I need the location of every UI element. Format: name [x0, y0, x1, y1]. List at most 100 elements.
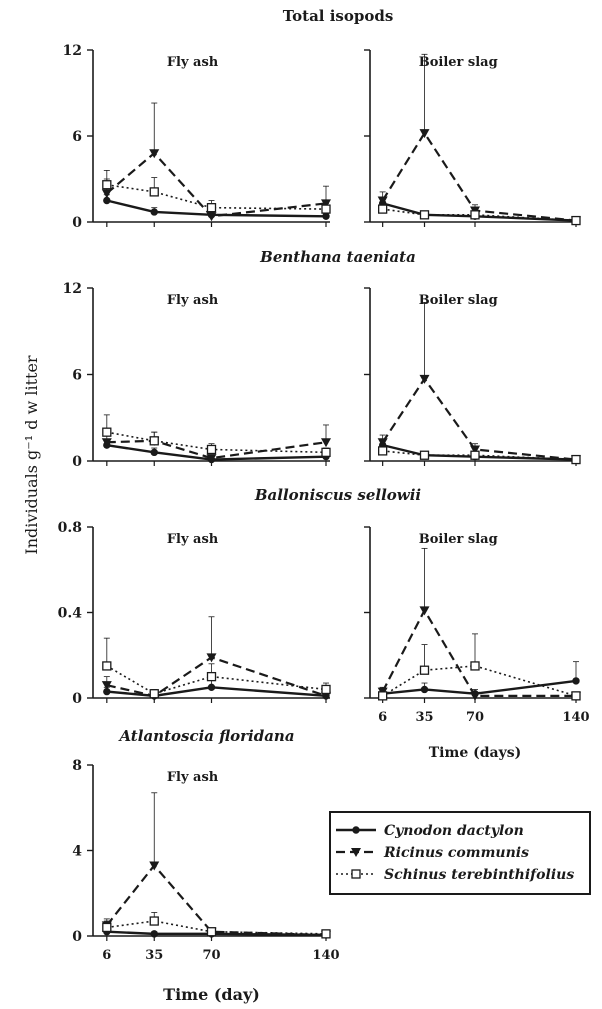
series-line [106, 151, 327, 218]
x-tick-label: 140 [312, 948, 339, 963]
data-point [571, 215, 581, 226]
series-line [106, 930, 327, 937]
data-point [378, 691, 388, 701]
panel-title: Boiler slag [419, 293, 498, 308]
x-tick-label: 6 [102, 948, 111, 963]
data-point [470, 450, 480, 460]
data-point [150, 208, 158, 216]
group-title: Benthana taeniata [259, 248, 416, 266]
data-point [321, 438, 331, 448]
series-square [102, 637, 331, 699]
data-point [149, 187, 159, 197]
data-point [377, 196, 388, 206]
data-point [470, 445, 480, 455]
series-line [382, 208, 577, 222]
series-square [102, 912, 331, 939]
data-point [571, 691, 581, 701]
data-point [206, 927, 217, 937]
legend-entry: Ricinus communis [383, 845, 529, 861]
data-point [321, 929, 331, 939]
legend-entry: Cynodon dactylon [384, 823, 524, 839]
x-tick-label: 140 [562, 710, 589, 725]
data-point [102, 427, 112, 437]
series-line [106, 183, 327, 210]
y-tick-label: 0 [72, 929, 82, 945]
y-tick-label: 0.8 [58, 520, 82, 536]
data-point [378, 204, 388, 214]
data-point [419, 665, 430, 675]
panel-title: Fly ash [167, 55, 219, 70]
series-line [106, 665, 327, 695]
x-tick-label: 70 [466, 710, 484, 725]
x-tick-label: 35 [145, 948, 163, 963]
series-triangle [377, 547, 581, 701]
data-point [102, 661, 112, 671]
data-point [206, 653, 217, 663]
series-triangle [101, 102, 331, 222]
panel-title: Fly ash [167, 770, 219, 785]
legend-frame [329, 811, 591, 895]
data-point [322, 212, 330, 220]
series-line [106, 199, 327, 218]
data-point [101, 681, 112, 691]
series-line [381, 376, 577, 461]
data-point [378, 446, 388, 456]
y-tick-label: 12 [63, 281, 82, 297]
data-point [419, 374, 430, 384]
series-line [106, 443, 327, 461]
y-axis-label: Individuals g⁻¹ d w litter [22, 355, 41, 555]
series-triangle [101, 792, 331, 940]
series-line [105, 863, 327, 937]
y-tick-label: 0 [72, 454, 82, 470]
data-point [321, 691, 331, 701]
data-point [206, 454, 217, 464]
data-point [101, 438, 112, 448]
chart-panel-0: 0 6 12 Fly ash [63, 43, 331, 231]
y-tick-label: 6 [72, 129, 82, 145]
series-line [106, 920, 327, 935]
panel-title: Boiler slag [419, 55, 498, 70]
data-point [206, 203, 217, 213]
legend-entry: Schinus terebinthifolius [384, 867, 574, 883]
series-square [102, 169, 331, 214]
chart-panel-5: 6 35 70 140 Time (days) Boiler slag [364, 526, 590, 761]
data-point [419, 450, 430, 460]
data-point [321, 204, 331, 214]
series-square [102, 414, 331, 458]
series-line [106, 686, 327, 698]
data-point [419, 606, 430, 616]
group-title: Total isopods [283, 7, 394, 25]
series-square [378, 202, 581, 226]
data-point [377, 438, 388, 448]
chart-panel-1: Boiler slag [364, 49, 581, 227]
data-point [571, 454, 581, 465]
y-tick-label: 8 [72, 758, 82, 774]
x-tick-label: 70 [202, 948, 220, 963]
data-point [101, 189, 112, 199]
data-point [419, 129, 430, 139]
series-circle [103, 438, 330, 464]
data-point [149, 436, 159, 446]
panel-title: Fly ash [167, 532, 219, 547]
data-point [102, 922, 112, 933]
legend: Cynodon dactylon Ricinus communis Schinus … [329, 811, 591, 895]
series-line [106, 439, 327, 460]
series-square [378, 633, 581, 701]
series-triangle [377, 53, 581, 226]
x-tick-label: 6 [378, 710, 387, 725]
series-line [382, 679, 577, 695]
y-tick-label: 0 [72, 215, 82, 231]
x-axis-label: Time (day) [163, 985, 260, 1004]
data-point [206, 444, 217, 455]
data-point [470, 691, 480, 701]
data-point [420, 685, 429, 694]
series-line [106, 656, 327, 698]
x-axis-label: Time (days) [429, 745, 521, 761]
data-point [321, 447, 331, 458]
legend-marker [351, 869, 361, 879]
panel-title: Fly ash [167, 293, 219, 308]
data-point [102, 180, 112, 190]
chart-panel-4: 0 0.4 0.8 Fly ash [58, 520, 331, 707]
chart-panel-2: 0 6 12 Fly ash [63, 281, 331, 470]
